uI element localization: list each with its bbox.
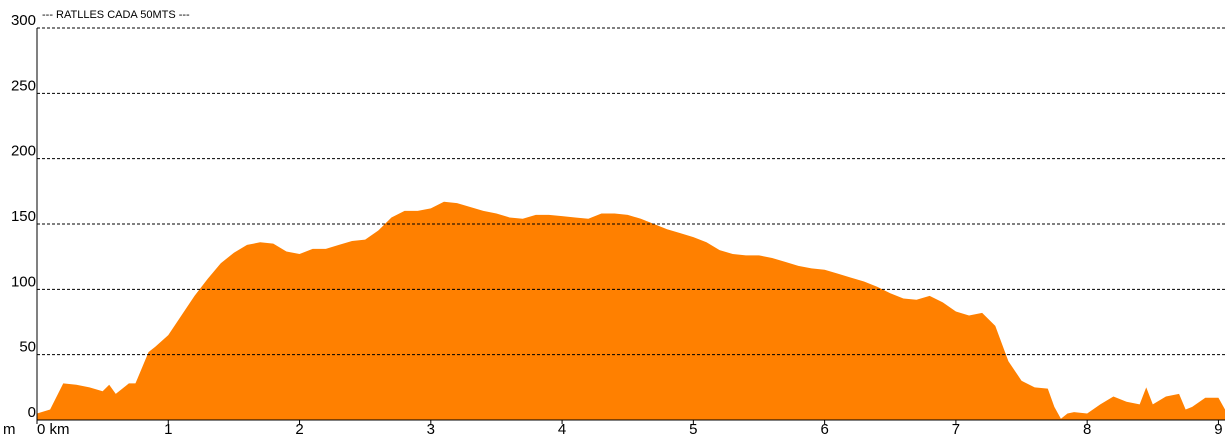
y-tick-label: 0 xyxy=(28,404,36,421)
x-tick-label: 5 xyxy=(689,421,697,438)
y-tick-label: 200 xyxy=(11,143,36,160)
x-tick-label: 2 xyxy=(295,421,303,438)
chart-title: --- RATLLES CADA 50MTS --- xyxy=(42,9,190,21)
y-tick-label: 50 xyxy=(19,339,36,356)
x-tick-label: 9 xyxy=(1214,421,1222,438)
y-unit: m xyxy=(3,421,16,438)
x-tick-label: 3 xyxy=(427,421,435,438)
y-tick-label: 300 xyxy=(11,12,36,29)
y-tick-label: 250 xyxy=(11,77,36,94)
elevation-area xyxy=(37,201,1225,420)
x-tick-label: 6 xyxy=(820,421,828,438)
y-tick-label: 150 xyxy=(11,208,36,225)
x-tick-label: 7 xyxy=(952,421,960,438)
x-tick-label: 8 xyxy=(1083,421,1091,438)
x-tick-label: 0 km xyxy=(37,421,70,438)
y-tick-label: 100 xyxy=(11,273,36,290)
x-tick-label: 4 xyxy=(558,421,566,438)
x-tick-label: 1 xyxy=(164,421,172,438)
